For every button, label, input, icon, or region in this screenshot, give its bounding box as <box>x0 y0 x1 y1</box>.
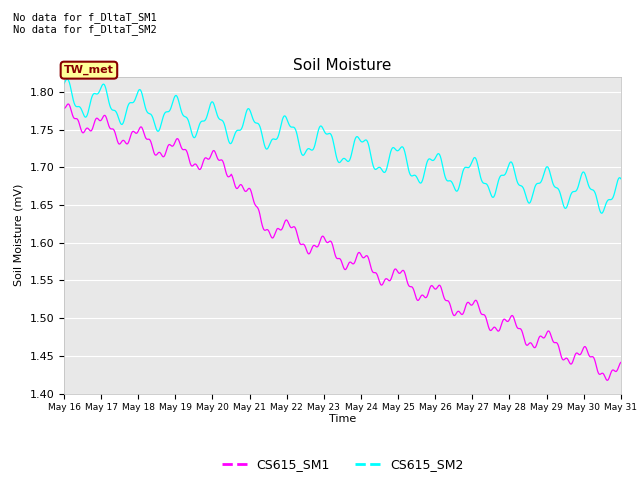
CS615_SM2 <box>63 76 71 82</box>
Line: CS615_SM2: CS615_SM2 <box>64 79 621 213</box>
CS615_SM1 <box>428 283 435 288</box>
Text: No data for f_DltaT_SM2: No data for f_DltaT_SM2 <box>13 24 157 35</box>
Text: No data for f_DltaT_SM1: No data for f_DltaT_SM1 <box>13 12 157 23</box>
CS615_SM1 <box>411 290 419 296</box>
CS615_SM2 <box>128 100 136 106</box>
CS615_SM1 <box>71 116 79 121</box>
Y-axis label: Soil Moisture (mV): Soil Moisture (mV) <box>14 184 24 287</box>
Text: TW_met: TW_met <box>64 65 114 75</box>
CS615_SM2 <box>71 102 79 108</box>
CS615_SM1 <box>604 377 611 383</box>
Line: CS615_SM1: CS615_SM1 <box>64 104 621 380</box>
CS615_SM1 <box>64 101 72 107</box>
Title: Soil Moisture: Soil Moisture <box>293 58 392 73</box>
CS615_SM2 <box>598 210 605 216</box>
CS615_SM2 <box>185 119 193 124</box>
CS615_SM2 <box>428 157 435 163</box>
CS615_SM2 <box>411 172 419 178</box>
CS615_SM1 <box>128 129 136 135</box>
CS615_SM1 <box>214 156 222 162</box>
CS615_SM1 <box>617 360 625 365</box>
X-axis label: Time: Time <box>329 414 356 424</box>
CS615_SM2 <box>617 176 625 181</box>
CS615_SM1 <box>60 106 68 111</box>
CS615_SM2 <box>60 81 68 86</box>
CS615_SM1 <box>185 155 193 161</box>
Legend: CS615_SM1, CS615_SM2: CS615_SM1, CS615_SM2 <box>216 453 468 476</box>
CS615_SM2 <box>214 114 222 120</box>
